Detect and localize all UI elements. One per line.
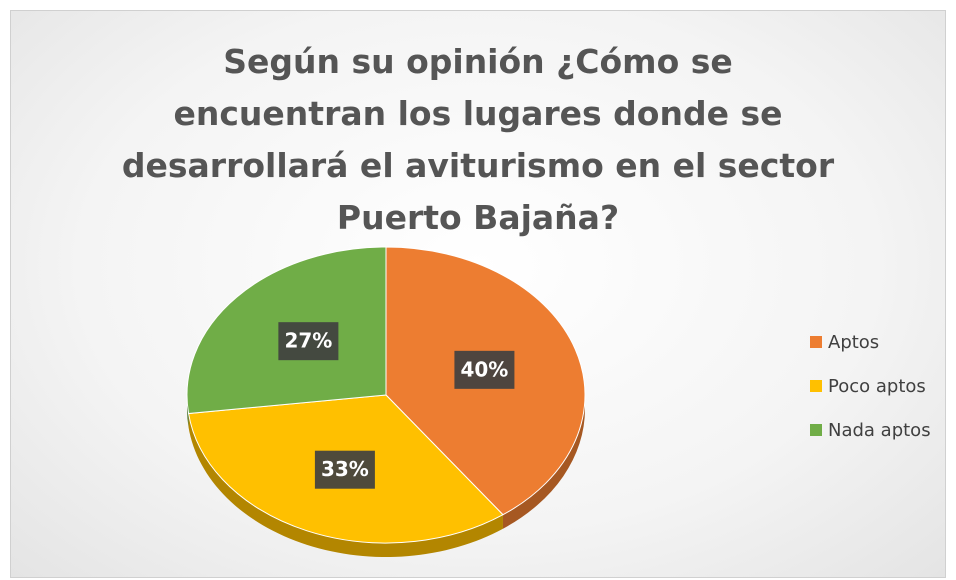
pie-side bbox=[188, 413, 503, 557]
value-label-box bbox=[314, 450, 375, 489]
value-label: 27% bbox=[284, 329, 332, 353]
legend-label: Poco aptos bbox=[828, 376, 926, 397]
value-label-box bbox=[454, 350, 515, 389]
legend-swatch bbox=[810, 380, 822, 392]
legend-label: Nada aptos bbox=[828, 420, 931, 441]
value-label: 33% bbox=[321, 457, 369, 481]
value-label-box bbox=[278, 322, 339, 361]
value-label: 40% bbox=[460, 357, 508, 381]
legend-swatch bbox=[810, 424, 822, 436]
pie-side bbox=[502, 395, 585, 529]
legend-label: Aptos bbox=[828, 332, 879, 353]
chart-title: Según su opinión ¿Cómo se encuentran los… bbox=[121, 42, 835, 237]
legend-swatch bbox=[810, 336, 822, 348]
